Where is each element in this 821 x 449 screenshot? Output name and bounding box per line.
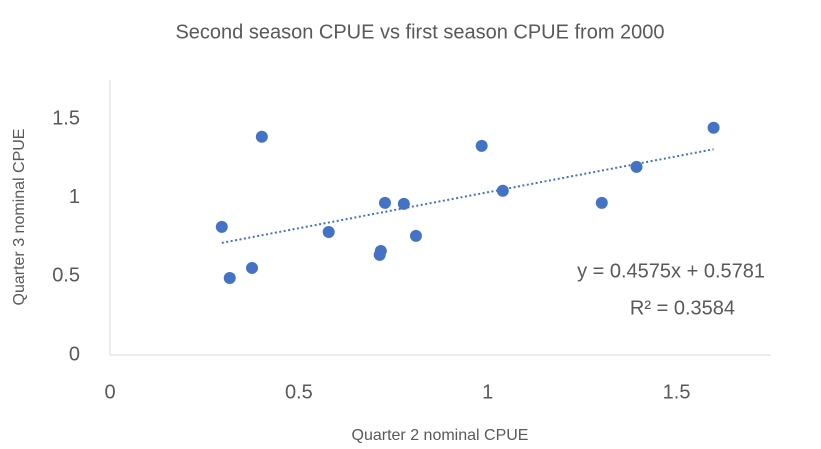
point: [409, 229, 422, 242]
point: [246, 261, 259, 274]
point: [595, 196, 608, 209]
y-tick-label: 0: [69, 343, 80, 365]
point: [215, 220, 228, 233]
point: [496, 184, 509, 197]
x-tick-label: 0.5: [285, 381, 313, 403]
trendline-r2: R² = 0.3584: [630, 297, 735, 319]
y-tick-label: 0.5: [52, 265, 80, 287]
point: [223, 272, 236, 284]
point: [378, 196, 391, 209]
point: [475, 139, 488, 152]
point: [707, 121, 720, 134]
x-axis-title: Quarter 2 nominal CPUE: [352, 427, 529, 444]
chart-title: Second season CPUE vs first season CPUE …: [175, 21, 664, 43]
x-tick-label: 0: [104, 381, 115, 403]
y-tick-label: 1.5: [52, 108, 80, 130]
point: [397, 197, 410, 210]
point: [374, 244, 387, 257]
point: [630, 160, 643, 173]
point: [322, 225, 335, 238]
x-tick-label: 1.5: [663, 381, 691, 403]
y-axis-title: Quarter 3 nominal CPUE: [11, 129, 28, 306]
point: [255, 130, 268, 143]
trendline-equation: y = 0.4575x + 0.5781: [577, 260, 765, 282]
x-tick-label: 1: [482, 381, 493, 403]
y-tick-label: 1: [69, 186, 80, 208]
